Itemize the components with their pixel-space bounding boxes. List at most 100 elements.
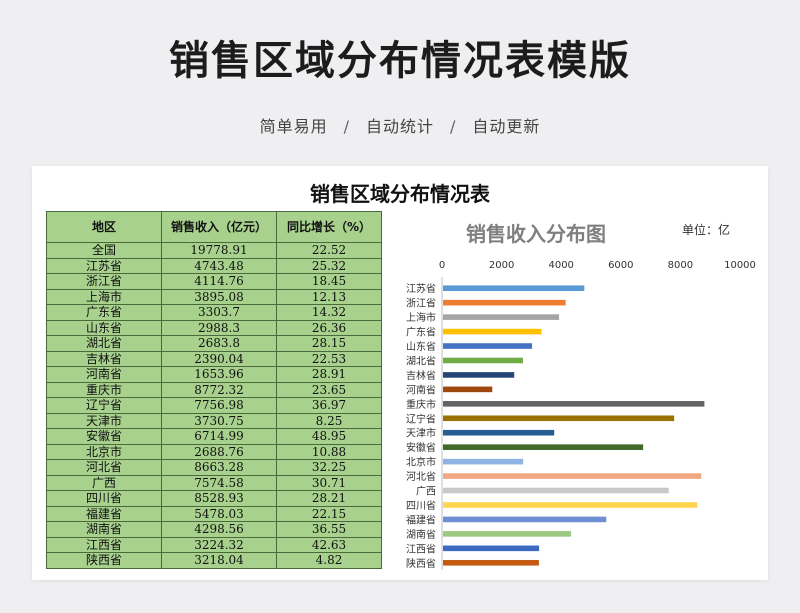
bar (443, 357, 523, 364)
table-row: 浙江省 4114.76 18.45 (46, 273, 382, 290)
revenue-cell: 3303.7 (161, 304, 277, 321)
bar (443, 531, 572, 537)
table-row: 四川省 8528.93 28.21 (46, 490, 382, 507)
revenue-cell: 6714.99 (161, 428, 277, 445)
growth-cell: 8.25 (276, 412, 382, 429)
revenue-chart-svg: 销售收入分布图 单位：亿 0 2000 4000 6000 8000 10000 江苏省浙… (406, 222, 756, 570)
table-header-row: 地区 销售收入（亿元） 同比增长（%） (46, 211, 382, 243)
bar (443, 299, 566, 306)
feature-tag: 简单易用 (259, 117, 328, 136)
bar (443, 386, 493, 393)
region-cell: 浙江省 (46, 273, 162, 290)
x-tick-label: 2000 (489, 260, 514, 271)
y-category-label: 湖南省 (406, 528, 436, 541)
region-cell: 湖北省 (46, 335, 162, 352)
chart-unit-label: 单位：亿 (682, 222, 730, 237)
bar (443, 415, 675, 422)
region-cell: 广西 (46, 474, 162, 491)
bar (443, 458, 524, 465)
feature-tag: 自动更新 (472, 117, 541, 136)
region-cell: 辽宁省 (46, 397, 162, 414)
revenue-cell: 8663.28 (161, 459, 277, 476)
bar (443, 401, 705, 407)
growth-cell: 4.82 (276, 552, 382, 569)
column-header-growth: 同比增长（%） (276, 211, 382, 243)
growth-cell: 36.97 (276, 397, 382, 414)
table-row: 山东省 2988.3 26.36 (46, 319, 382, 336)
growth-cell: 36.55 (276, 521, 382, 538)
bar (443, 444, 644, 450)
x-tick-label: 0 (439, 260, 445, 271)
table-row: 陕西省 3218.04 4.82 (46, 552, 382, 569)
table-row: 广东省 3303.7 14.32 (46, 304, 382, 321)
table-row: 全国 19778.91 22.52 (46, 242, 382, 259)
growth-cell: 28.15 (276, 335, 382, 352)
table-row: 福建省 5478.03 22.15 (46, 505, 382, 522)
region-cell: 河南省 (46, 366, 162, 383)
table-body: 全国 19778.91 22.52 江苏省 4743.48 25.32 浙江省 4114.76… (46, 242, 382, 569)
region-cell: 陕西省 (46, 552, 162, 569)
revenue-cell: 3218.04 (161, 552, 277, 569)
tag-separator: / (343, 117, 350, 136)
y-category-label: 江西省 (406, 542, 436, 555)
bar (443, 343, 533, 349)
y-category-label: 北京市 (406, 456, 436, 469)
region-cell: 江苏省 (46, 257, 162, 274)
bar (443, 372, 515, 378)
tag-separator: / (450, 117, 457, 136)
growth-cell: 22.15 (276, 505, 382, 522)
region-cell: 重庆市 (46, 381, 162, 398)
growth-cell: 12.13 (276, 288, 382, 305)
y-category-label: 安徽省 (406, 441, 436, 454)
table-row: 重庆市 8772.32 23.65 (46, 381, 382, 398)
table-row: 江苏省 4743.48 25.32 (46, 257, 382, 274)
feature-tag: 自动统计 (365, 117, 434, 136)
revenue-cell: 8772.32 (161, 381, 277, 398)
y-category-label: 天津市 (406, 427, 436, 440)
region-cell: 上海市 (46, 288, 162, 305)
table-row: 湖北省 2683.8 28.15 (46, 335, 382, 352)
y-category-label: 上海市 (406, 311, 436, 324)
revenue-cell: 3895.08 (161, 288, 277, 305)
bar (443, 473, 702, 479)
chart-title: 销售收入分布图 (466, 222, 606, 246)
revenue-cell: 4298.56 (161, 521, 277, 538)
bar (443, 285, 585, 292)
x-tick-label: 10000 (724, 260, 756, 271)
table-row: 河南省 1653.96 28.91 (46, 366, 382, 383)
y-category-label: 河南省 (406, 383, 436, 396)
table-row: 广西 7574.58 30.71 (46, 474, 382, 491)
y-category-label: 山东省 (406, 340, 436, 353)
region-cell: 广东省 (46, 304, 162, 321)
page-title: 销售区域分布情况表模版 (169, 38, 631, 84)
column-header-region: 地区 (46, 211, 162, 243)
y-category-label: 福建省 (406, 513, 436, 526)
revenue-cell: 2683.8 (161, 335, 277, 352)
y-category-label: 重庆市 (406, 398, 436, 411)
table-row: 天津市 3730.75 8.25 (46, 412, 382, 429)
revenue-cell: 2390.04 (161, 350, 277, 367)
table-row: 北京市 2688.76 10.88 (46, 443, 382, 460)
growth-cell: 18.45 (276, 273, 382, 290)
table-row: 安徽省 6714.99 48.95 (46, 428, 382, 445)
growth-cell: 42.63 (276, 536, 382, 553)
y-category-label: 广西 (416, 486, 436, 498)
bar (443, 429, 555, 436)
revenue-cell: 2988.3 (161, 319, 277, 336)
y-category-label: 河北省 (406, 470, 436, 483)
region-cell: 江西省 (46, 536, 162, 553)
bar (443, 545, 540, 552)
y-category-label: 陕西省 (406, 557, 436, 570)
table-row: 河北省 8663.28 32.25 (46, 459, 382, 476)
region-cell: 河北省 (46, 459, 162, 476)
y-category-label: 江苏省 (406, 282, 436, 295)
revenue-cell: 19778.91 (161, 242, 277, 259)
table-row: 辽宁省 7756.98 36.97 (46, 397, 382, 414)
growth-cell: 48.95 (276, 428, 382, 445)
growth-cell: 14.32 (276, 304, 382, 321)
bar (443, 516, 607, 523)
growth-cell: 25.32 (276, 257, 382, 274)
revenue-cell: 4743.48 (161, 257, 277, 274)
table-row: 湖南省 4298.56 36.55 (46, 521, 382, 538)
growth-cell: 10.88 (276, 443, 382, 460)
